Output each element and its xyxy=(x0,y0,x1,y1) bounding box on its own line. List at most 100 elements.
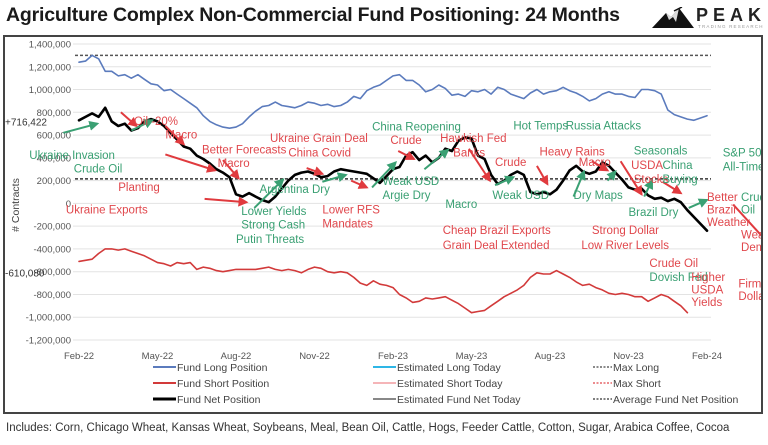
annotation-ukraine-invasion: Ukraine Invasion xyxy=(29,150,115,162)
annotation-weather: Weather xyxy=(707,217,750,229)
legend-label-average-fund-net-position: Average Fund Net Position xyxy=(613,394,738,406)
y-tick-label: -400,000 xyxy=(33,244,71,255)
annotation-lower-yields: Lower Yields xyxy=(241,206,306,218)
gridlines xyxy=(73,43,711,341)
x-tick-label: Feb-24 xyxy=(692,351,722,362)
annotation-mandates: Mandates xyxy=(322,218,373,230)
y-tick-label: -800,000 xyxy=(33,290,71,301)
bearish-arrow-icon xyxy=(536,165,549,186)
y-tick-label: 200,000 xyxy=(37,176,71,187)
annotation-usda: USDA xyxy=(631,160,663,172)
annotation-ukraine-exports: Ukraine Exports xyxy=(66,205,148,217)
bullish-arrow-icon xyxy=(322,172,348,183)
y-axis-label: # Contracts xyxy=(10,178,22,232)
end-value-label: -610,080 xyxy=(5,268,45,279)
fund-short-position-line xyxy=(78,248,689,314)
annotation-usda: USDA xyxy=(691,284,723,296)
legend-label-estimated-short-today: Estimated Short Today xyxy=(397,378,503,390)
peak-logo: PEAK TRADING RESEARCH xyxy=(652,5,763,31)
annotation-all-time-highs: All-Time Highs xyxy=(723,161,761,173)
annotation-china: China xyxy=(663,160,694,172)
annotation-crude-oil: Crude Oil xyxy=(649,258,698,270)
bearish-arrow-icon xyxy=(306,166,325,176)
annotation-russia-attacks: Russia Attacks xyxy=(566,120,642,132)
annotation-strong-dollar: Strong Dollar xyxy=(592,225,659,237)
bearish-arrow-icon xyxy=(204,196,249,207)
bearish-arrow-icon xyxy=(732,203,761,237)
bearish-arrow-icon xyxy=(397,150,416,160)
y-tick-label: -600,000 xyxy=(33,267,71,278)
annotation-argentina-dry: Argentina Dry xyxy=(260,184,331,196)
annotation-strong-cash: Strong Cash xyxy=(241,219,305,231)
annotation-dollar: Dollar xyxy=(738,291,761,303)
annotation-oil: Oil xyxy=(741,205,755,217)
bullish-arrow-icon xyxy=(572,169,586,197)
annotation-crude-oil: Crude Oil xyxy=(74,164,123,176)
annotation-brazil: Brazil xyxy=(707,205,736,217)
bullish-arrow-icon xyxy=(371,160,397,189)
x-tick-label: Aug-22 xyxy=(221,351,252,362)
annotation-buying: Buying xyxy=(663,174,698,186)
annotation-stocks: Stocks xyxy=(634,174,669,186)
reference-lines xyxy=(75,54,711,180)
annotation-macro: Macro xyxy=(579,157,611,169)
y-tick-label: 1,000,000 xyxy=(29,85,71,96)
x-tick-label: May-23 xyxy=(456,351,488,362)
annotation-oil-20: Oil -20% xyxy=(134,116,178,128)
y-tick-label: 600,000 xyxy=(37,131,71,142)
bullish-arrow-icon xyxy=(253,178,285,209)
annotation-crude: Crude xyxy=(495,157,526,169)
annotation-argie-dry: Argie Dry xyxy=(383,190,431,202)
annotation-yields: Yields xyxy=(691,297,722,309)
legend-label-max-short: Max Short xyxy=(613,378,661,390)
annotation-hawkish-fed: Hawkish Fed xyxy=(440,133,506,145)
x-tick-label: Nov-23 xyxy=(613,351,644,362)
bullish-arrow-icon xyxy=(688,198,709,209)
annotation-crude: Crude xyxy=(741,192,761,204)
legend-label-fund-net-position: Fund Net Position xyxy=(177,394,261,406)
annotation-putin-threats: Putin Threats xyxy=(236,234,304,246)
end-labels: +716,422 -610,080 xyxy=(5,117,47,279)
end-value-label: +716,422 xyxy=(5,117,47,128)
annotation-s-p-500: S&P 500 xyxy=(723,148,761,160)
x-tick-label: May-22 xyxy=(142,351,174,362)
mountain-icon xyxy=(652,7,694,28)
legend-label-estimated-long-today: Estimated Long Today xyxy=(397,362,501,374)
bullish-arrow-icon xyxy=(643,178,654,197)
annotation-demand: Demand xyxy=(741,242,761,254)
y-tick-label: -1,000,000 xyxy=(26,313,71,324)
legend-label-fund-long-position: Fund Long Position xyxy=(177,362,268,374)
annotation-china-covid: China Covid xyxy=(288,148,351,160)
bearish-arrow-icon xyxy=(619,160,643,196)
annotation-arrows xyxy=(63,111,761,237)
annotation-better: Better xyxy=(707,192,738,204)
annotation-banks: Banks xyxy=(453,148,485,160)
y-tick-label: 400,000 xyxy=(37,153,71,164)
bearish-arrow-icon xyxy=(165,153,217,173)
annotation-brazil-dry: Brazil Dry xyxy=(629,207,679,219)
bearish-arrow-icon xyxy=(591,160,610,172)
annotation-planting: Planting xyxy=(118,182,160,194)
bullish-arrow-icon xyxy=(130,119,155,132)
y-tick-label: -1,200,000 xyxy=(26,336,71,347)
logo-wordmark: PEAK xyxy=(696,5,767,25)
legend-label-max-long: Max Long xyxy=(613,362,659,374)
annotation-dovish-fed: Dovish Fed xyxy=(649,272,707,284)
bearish-arrow-icon xyxy=(222,159,240,180)
annotation-firm: Firm xyxy=(738,279,761,291)
bearish-arrow-icon xyxy=(164,125,186,146)
legend: Fund Long Position Estimated Long Today Ma… xyxy=(153,362,738,406)
y-tick-label: 0 xyxy=(66,199,71,210)
annotation-better-forecasts: Better Forecasts xyxy=(202,144,287,156)
x-tick-label: Nov-22 xyxy=(299,351,330,362)
legend-label-estimated-fund-net-today: Estimated Fund Net Today xyxy=(397,394,521,406)
y-axis-ticks: 1,400,000 1,200,000 1,000,000 800,000 600,00… xyxy=(26,40,71,347)
bearish-arrow-icon xyxy=(350,179,369,189)
annotation-weak-usd: Weak USD xyxy=(383,176,440,188)
y-tick-label: 1,200,000 xyxy=(29,62,71,73)
y-tick-label: 1,400,000 xyxy=(29,40,71,51)
bullish-arrow-icon xyxy=(423,148,450,171)
x-tick-label: Aug-23 xyxy=(535,351,566,362)
chart-title: Agriculture Complex Non-Commercial Fund … xyxy=(6,4,620,26)
